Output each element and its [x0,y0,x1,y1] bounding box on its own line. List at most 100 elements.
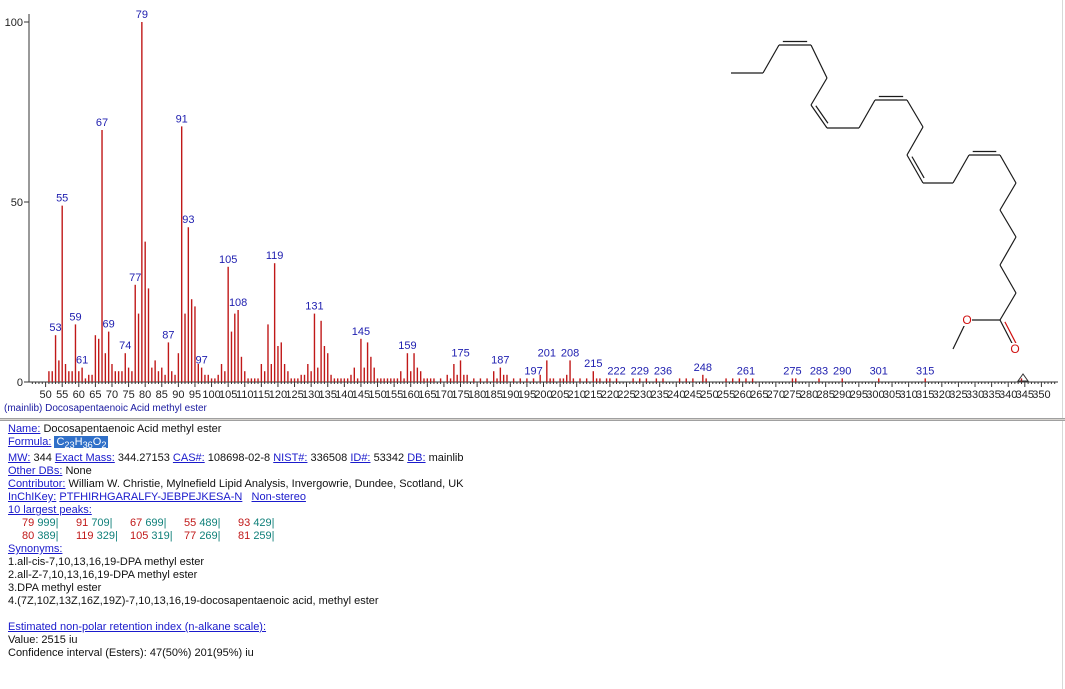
molecular-ion-marker-icon[interactable] [1017,373,1029,382]
x-tick-label: 80 [139,389,151,401]
other-dbs-label[interactable]: Other DBs: [8,465,63,477]
peak-label: 55 [56,193,68,205]
peak-label: 261 [737,365,755,377]
exact-mass-label[interactable]: Exact Mass: [54,452,115,464]
peak-label: 275 [783,365,801,377]
y-tick-label: 50 [11,197,23,209]
x-tick-label: 215 [584,389,602,401]
structure-double-bond [815,105,829,124]
x-tick-label: 340 [999,389,1017,401]
mw-label[interactable]: MW: [8,452,31,464]
id-value: 53342 [373,452,405,464]
peak-abundance: 319 [151,530,170,542]
peak-label: 91 [176,113,188,125]
panel-splitter[interactable] [0,418,1065,421]
peak-label: 215 [584,358,602,370]
structure-double-bond [1004,321,1017,345]
x-tick-label: 200 [534,389,552,401]
largest-peaks-label[interactable]: 10 largest peaks: [8,504,92,516]
peak-label: 175 [451,347,469,359]
db-label[interactable]: DB: [407,452,426,464]
structure-double-bond [911,156,925,179]
peak-label: 119 [266,250,284,262]
largest-peaks-row-2: 80 389| 119 329| 105 319| 77 269| 81 259| [22,530,292,543]
cas-label[interactable]: CAS#: [172,452,205,464]
peak-label: 290 [833,365,851,377]
x-tick-label: 115 [253,389,271,401]
peak-mz: 55 [184,517,197,529]
peak-label: 61 [76,355,88,367]
x-tick-label: 125 [285,389,303,401]
peak-label: 131 [305,301,323,313]
peak-label: 93 [182,214,194,226]
peak-label: 301 [870,365,888,377]
x-tick-label: 310 [899,389,917,401]
x-tick-label: 290 [833,389,851,401]
peak-mz: 81 [238,530,251,542]
x-tick-label: 230 [634,389,652,401]
x-tick-label: 295 [850,389,868,401]
x-tick-label: 70 [106,389,118,401]
largest-peaks-row-1: 79 999| 91 709| 67 699| 55 489| 93 429| [22,517,292,530]
peak-label: 197 [524,365,542,377]
x-tick-label: 85 [156,389,168,401]
id-label[interactable]: ID#: [350,452,371,464]
largest-peak-entry: 67 699| [130,517,167,529]
peak-label: 69 [103,319,115,331]
structure-bond [999,264,1017,294]
oxygen-atom-label: O [962,313,971,327]
largest-peak-entry: 81 259| [238,530,275,542]
peak-label: 79 [136,9,148,21]
formula-value[interactable]: C23H36O2 [54,436,109,450]
spectrum-caption: (mainlib) Docosapentaenoic Acid methyl e… [4,403,207,414]
x-tick-label: 300 [866,389,884,401]
x-tick-label: 150 [368,389,386,401]
peak-label: 248 [694,362,712,374]
x-tick-label: 280 [800,389,818,401]
non-stereo-link[interactable]: Non-stereo [251,491,306,503]
x-tick-label: 95 [189,389,201,401]
x-tick-label: 175 [451,389,469,401]
retention-index-value: Value: 2515 iu [8,634,78,646]
x-tick-label: 245 [684,389,702,401]
retention-index-label[interactable]: Estimated non-polar retention index (n-a… [8,621,267,633]
x-tick-label: 270 [767,389,785,401]
contributor-row: Contributor: William W. Christie, Mylnef… [8,478,463,491]
synonyms-label[interactable]: Synonyms: [8,543,63,555]
caption-library: (mainlib) [4,403,43,414]
name-label[interactable]: Name: [8,423,41,435]
oxygen-atom-label: O [1010,342,1019,356]
peak-mz: 67 [130,517,143,529]
name-value: Docosapentaenoic Acid methyl ester [43,423,222,435]
formula-label[interactable]: Formula: [8,436,52,448]
peak-mz: 119 [76,530,94,542]
contributor-label[interactable]: Contributor: [8,478,66,490]
peak-label: 59 [69,311,81,323]
largest-peak-entry: 93 429| [238,517,275,529]
name-row: Name: Docosapentaenoic Acid methyl ester [8,423,221,436]
x-tick-label: 305 [883,389,901,401]
x-tick-label: 325 [949,389,967,401]
peak-mz: 91 [76,517,89,529]
peak-label: 222 [607,365,625,377]
peak-mz: 93 [238,517,251,529]
x-tick-label: 50 [39,389,51,401]
compound-info-panel: Name: Docosapentaenoic Acid methyl ester… [0,421,1063,689]
peak-abundance: 389 [37,530,56,542]
x-tick-label: 75 [122,389,134,401]
largest-peak-entry: 105 319| [130,530,173,542]
inchikey-label[interactable]: InChIKey: [8,491,57,503]
x-tick-label: 60 [73,389,85,401]
x-tick-label: 275 [783,389,801,401]
axes [28,14,1058,383]
inchikey-value[interactable]: PTFHIRHGARALFY-JEBPEJKESA-N [59,491,243,503]
x-tick-label: 235 [650,389,668,401]
x-tick-label: 105 [219,389,237,401]
largest-peak-entry: 119 329| [76,530,118,542]
formula-c: C [56,436,65,448]
x-tick-label: 205 [551,389,569,401]
properties-row: MW: 344 Exact Mass: 344.27153 CAS#: 1086… [8,452,463,465]
nist-label[interactable]: NIST#: [273,452,308,464]
other-dbs-row: Other DBs: None [8,465,92,478]
peak-abundance: 699 [145,517,164,529]
